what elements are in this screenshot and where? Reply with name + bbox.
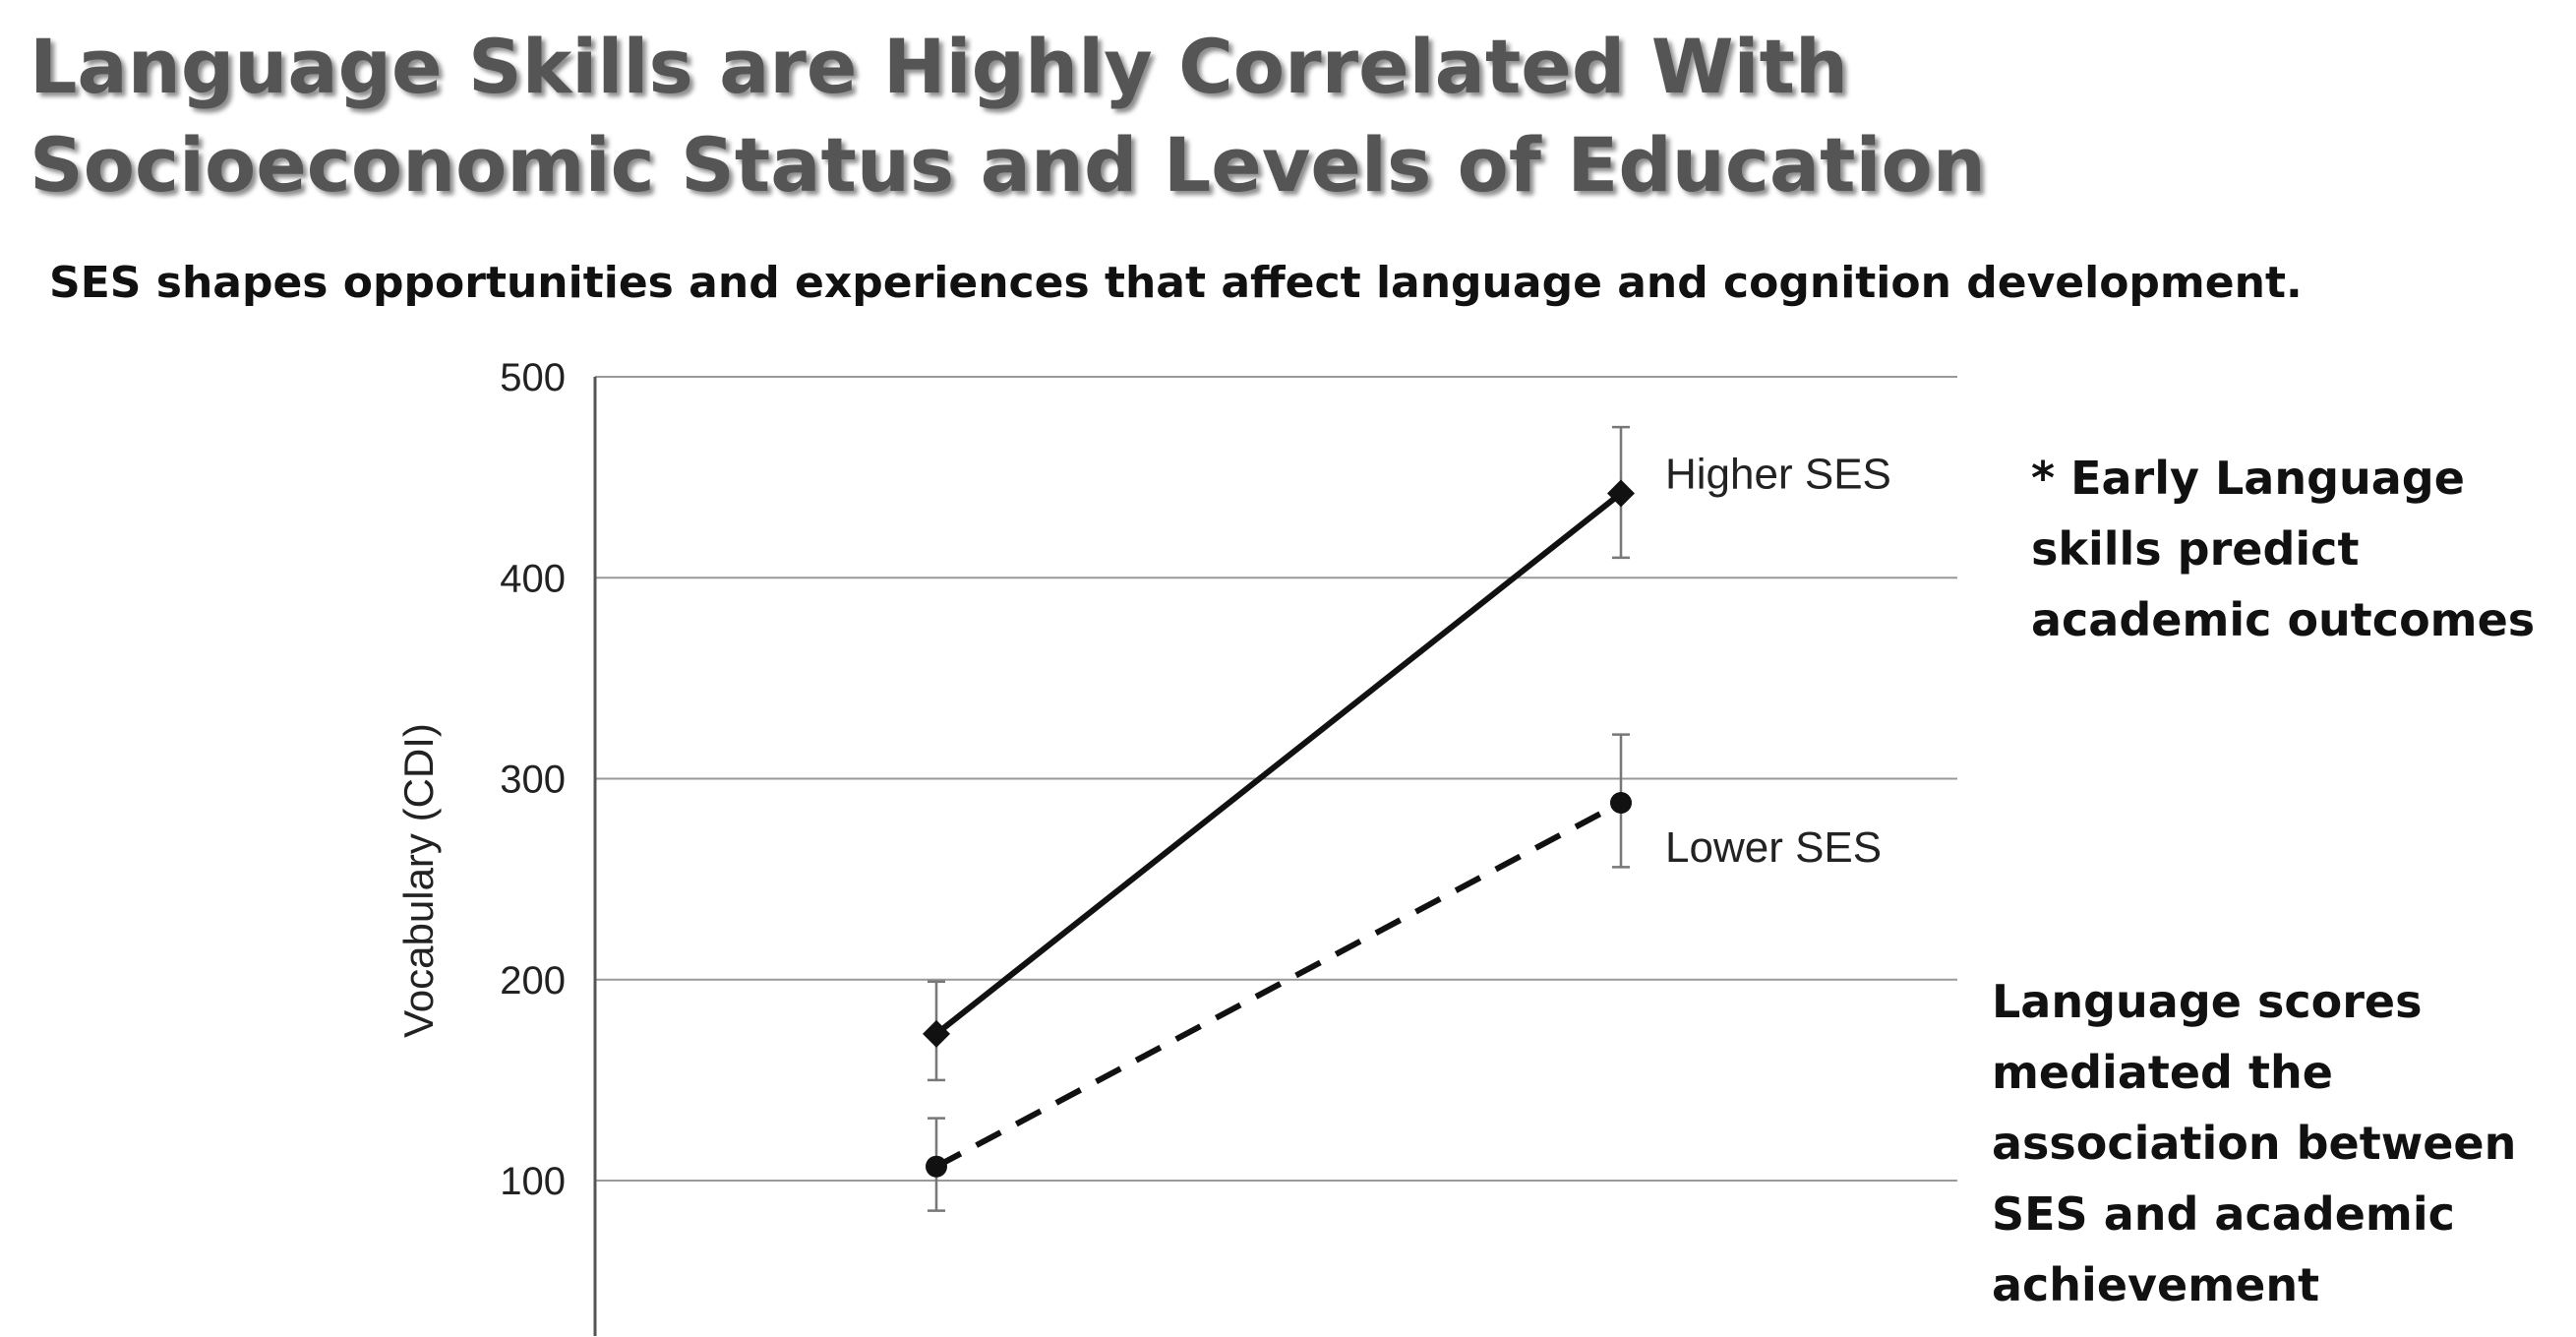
y-tick-300: 300 <box>500 759 566 802</box>
point-lower-ses-1 <box>1610 792 1632 815</box>
y-tick-100: 100 <box>500 1160 566 1203</box>
chart-gridlines <box>595 376 1957 1182</box>
note-language-mediation: Language scores mediated the association… <box>1992 975 2517 1311</box>
point-lower-ses-0 <box>926 1155 947 1178</box>
note-early-language: * Early Language skills predict academic… <box>2031 452 2536 646</box>
series-label-higher-ses: Higher SES <box>1665 450 1891 498</box>
series-lower-ses: Lower SES <box>926 733 1882 1212</box>
y-tick-400: 400 <box>500 557 566 600</box>
chart-series: Higher SES Lower SES <box>923 425 1891 1212</box>
point-higher-ses-0 <box>923 1019 950 1048</box>
y-tick-500: 500 <box>500 356 566 399</box>
y-tick-200: 200 <box>500 959 566 1003</box>
point-higher-ses-1 <box>1607 479 1635 508</box>
slide-subtitle: SES shapes opportunities and experiences… <box>49 258 2303 308</box>
slide-title: Language Skills are Highly Correlated Wi… <box>30 23 1986 209</box>
series-higher-ses: Higher SES <box>923 425 1891 1082</box>
series-label-lower-ses: Lower SES <box>1665 823 1882 872</box>
series-line-higher-ses <box>934 491 1623 1037</box>
y-tick-labels: 100 200 300 400 500 <box>500 356 566 1203</box>
y-axis-label: Vocabulary (CDI) <box>395 723 442 1038</box>
series-line-lower-ses <box>934 800 1623 1170</box>
